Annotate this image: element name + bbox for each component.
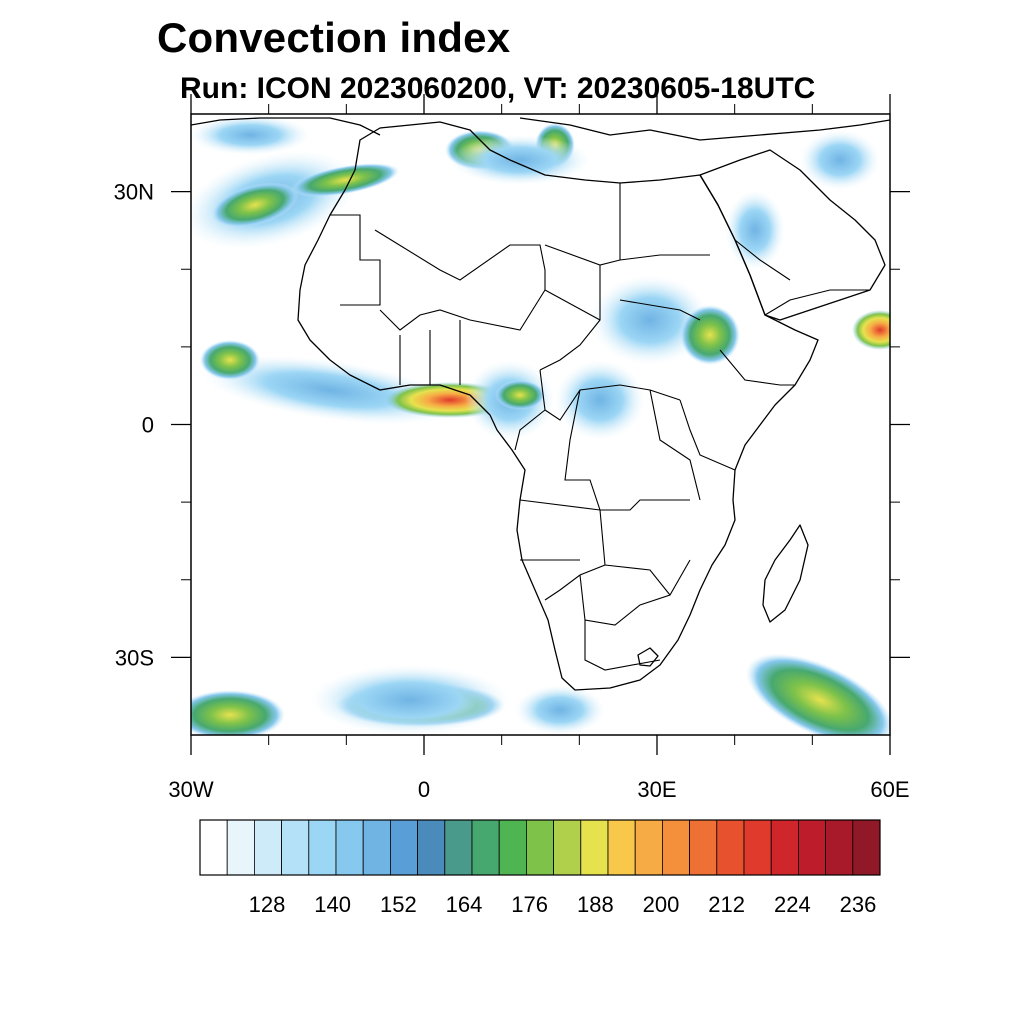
lat-tick-label: 30N [114,180,154,205]
colorbar-swatch [281,819,310,876]
colorbar-swatch [498,819,527,876]
colorbar-swatch [199,819,228,876]
country-borders [330,183,870,671]
africa-coastline [297,121,819,691]
convection-field-layer [191,115,890,735]
colorbar-swatch [580,819,609,876]
colorbar-swatch [743,819,772,876]
colorbar-swatch [253,819,282,876]
colorbar-swatch [362,819,391,876]
colorbar-swatch [634,819,663,876]
lesotho-border [637,647,659,667]
colorbar-swatch [716,819,745,876]
colorbar-swatch [798,819,827,876]
colorbar-swatch [526,819,555,876]
lon-tick-label: 60E [870,777,909,802]
colorbar-swatch [852,819,881,876]
colorbar-label: 164 [446,892,483,917]
colorbar-swatch [607,819,636,876]
colorbar-label: 236 [840,892,877,917]
colorbar-swatch [308,819,337,876]
lat-tick-label: 30S [115,645,154,670]
colorbar-label: 224 [774,892,811,917]
lon-tick-label: 30W [168,777,213,802]
colorbar-label: 128 [249,892,286,917]
colorbar-swatch [770,819,799,876]
madagascar-coastline [762,524,809,623]
chart-subtitle: Run: ICON 2023060200, VT: 20230605-18UTC [180,72,816,105]
colorbar-swatch [471,819,500,876]
colorbar-swatch [335,819,364,876]
colorbar-frame [199,819,881,876]
colorbar [199,819,881,876]
colorbar-label: 188 [577,892,614,917]
lon-tick-label: 30E [637,777,676,802]
colorbar-swatch [553,819,582,876]
colorbar-swatch [689,819,718,876]
lon-tick-label: 0 [418,777,430,802]
colorbar-swatch [389,819,418,876]
colorbar-swatch [662,819,691,876]
colorbar-swatch [226,819,255,876]
colorbar-label: 200 [643,892,680,917]
axis-tick-labels: 30W 0 30E 60E 30N 0 30S [114,180,910,802]
chart-title: Convection index [157,14,511,61]
colorbar-label: 140 [314,892,351,917]
axis-ticks [171,94,910,755]
coastline-layer [191,117,890,691]
colorbar-swatch [444,819,473,876]
europe-coastline [191,117,890,141]
colorbar-swatch [825,819,854,876]
colorbar-label: 152 [380,892,417,917]
colorbar-labels: 128 140 152 164 176 188 200 212 224 236 [249,892,877,917]
colorbar-label: 176 [511,892,548,917]
colorbar-swatch [417,819,446,876]
lat-tick-label: 0 [142,413,154,438]
colorbar-label: 212 [708,892,745,917]
